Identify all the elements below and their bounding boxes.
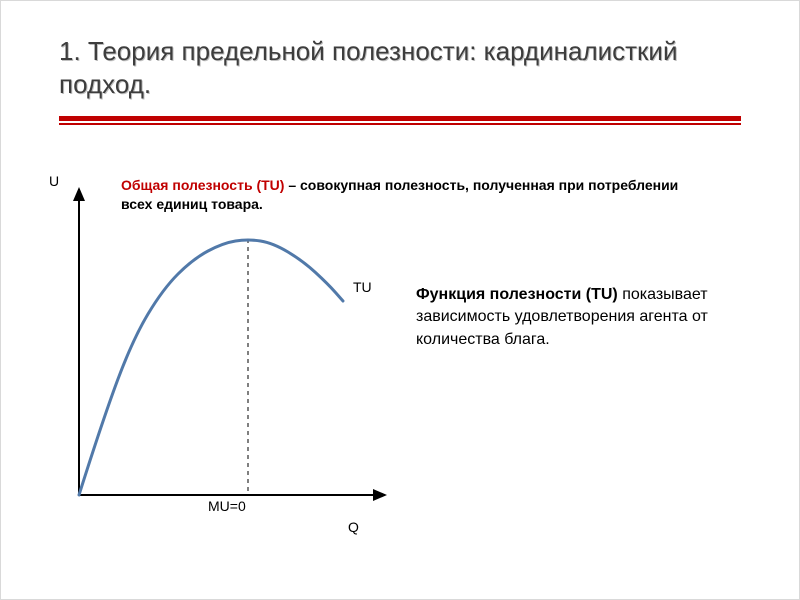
divider-bar-bottom: [59, 123, 741, 125]
definition2-term: Функция полезности (TU): [416, 286, 618, 303]
definition-tu-function: Функция полезности (TU) показывает завис…: [416, 284, 736, 351]
curve-label-tu: TU: [353, 279, 372, 295]
y-axis-label: U: [49, 173, 59, 189]
peak-label-mu0: MU=0: [208, 498, 246, 514]
divider: [59, 116, 741, 125]
utility-chart: U Q TU MU=0: [63, 179, 393, 539]
slide-title: 1. Теория предельной полезности: кардина…: [59, 35, 741, 102]
divider-bar-top: [59, 116, 741, 121]
slide: 1. Теория предельной полезности: кардина…: [0, 0, 800, 600]
chart-svg: [63, 179, 393, 539]
x-axis-label: Q: [348, 519, 359, 535]
